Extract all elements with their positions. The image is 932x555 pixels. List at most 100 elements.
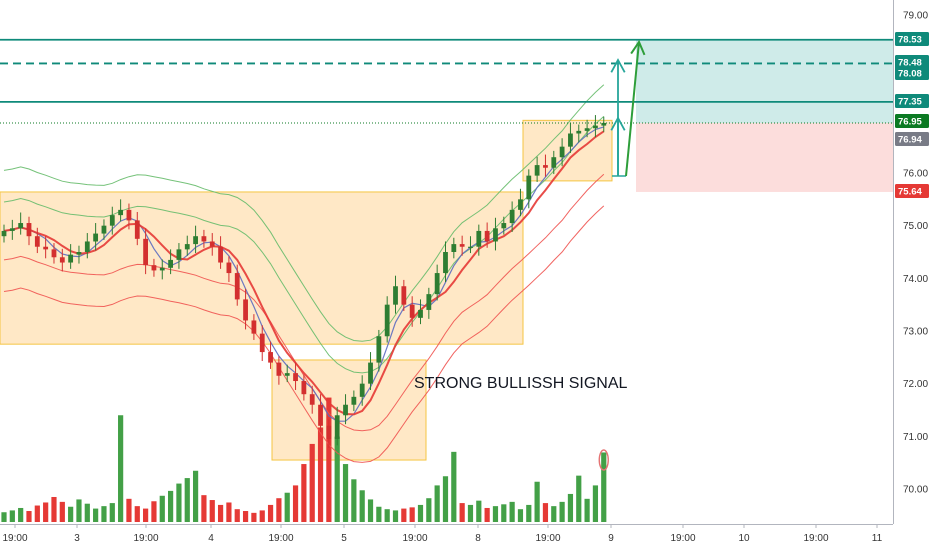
candle-body [534,165,540,176]
volume-bar [159,495,165,522]
candle-body [84,241,90,252]
volume-bar [292,485,299,522]
price-tag-label: 78.53 [898,35,922,46]
candle-body [26,223,32,237]
price-tag-bg [895,32,929,46]
stop-zone [636,122,893,192]
candle-body [518,199,523,210]
candle-body [59,257,65,263]
volume-bar [43,502,49,522]
candle-body [484,230,490,242]
volume-bar [326,397,332,522]
candle-body [468,246,473,248]
candle-body [351,396,357,405]
price-tag-label: 78.48 [898,58,922,69]
signal-annotation: STRONG BULLISSH SIGNAL [414,375,627,392]
volume-bar [134,506,140,522]
volume-bar [276,498,282,522]
volume-bar [76,499,82,522]
volume-bar [359,490,365,522]
candle-body [568,133,573,147]
volume-bar [584,498,590,522]
candle-body [243,299,248,321]
volume-bar [392,510,399,522]
candle-body [76,252,82,255]
volume-bar [234,509,240,522]
volume-bar [267,504,274,522]
volume-bar [409,507,415,522]
long-position-tool[interactable] [636,39,893,192]
volume-bar [9,510,15,522]
volume-bar [342,464,349,522]
candle-body [18,223,24,229]
candle-body [126,209,132,221]
volume-bars [1,397,609,522]
volume-bar [484,507,490,522]
volume-bar [18,507,24,522]
x-tick-label: 19:00 [133,533,158,544]
teal-arrow-lower-head [610,116,626,131]
price-tag-bg [895,66,929,80]
volume-bar [442,476,449,522]
candle-body [259,333,265,353]
candle-body [343,404,348,416]
volume-bar [226,502,232,522]
volume-bar [59,501,65,522]
candle-body [143,238,149,266]
x-tick-label: 19:00 [2,533,27,544]
volume-bar [476,500,482,522]
volume-bar [434,485,440,522]
teal-arrow-upper-head [610,58,626,73]
volume-bar [68,506,74,522]
candle-body [509,209,515,224]
candle-body [201,236,207,242]
horizontal-levels[interactable] [0,38,893,124]
candlesticks [1,115,607,448]
candle-body [209,241,215,247]
candle-body [376,336,382,363]
y-tick-label: 70.00 [903,485,928,496]
candle-body [184,244,190,250]
candle-body [368,362,373,384]
x-tick-label: 19:00 [402,533,427,544]
lower-band-outer [3,205,605,463]
volume-bar [176,483,182,522]
volume-bar [259,510,265,522]
candle-body [51,249,57,258]
candle-body [326,425,332,439]
x-tick-label: 5 [341,533,347,544]
candle-body [318,404,323,426]
candle-body [459,244,465,247]
candle-body [151,265,157,271]
candle-body [493,228,498,242]
candle-body [9,228,15,231]
candle-body [309,394,315,405]
volume-bar [451,451,457,522]
volume-bar [592,485,599,522]
volume-bar [201,495,207,522]
candle-body [34,236,40,247]
candle-body [543,165,548,168]
candle-body [234,273,240,300]
volume-bar [534,481,540,522]
volume-bar [309,443,315,522]
price-tag-bg [895,184,929,198]
x-tick-label: 19:00 [803,533,828,544]
price-tag-bg [895,94,929,108]
volume-bar [576,475,582,522]
volume-bar [251,512,257,522]
volume-bar [367,499,374,522]
upper-band-outer [3,84,605,342]
volume-highlight-circle [598,449,609,471]
volume-bar [492,506,499,522]
volume-bar [334,436,340,522]
price-tag-bg [895,132,929,146]
volume-bar [551,506,557,522]
candle-body [93,233,99,242]
candle-body [501,223,507,229]
volume-bar [417,504,424,522]
candle-body [218,246,223,263]
candle-body [409,304,415,318]
